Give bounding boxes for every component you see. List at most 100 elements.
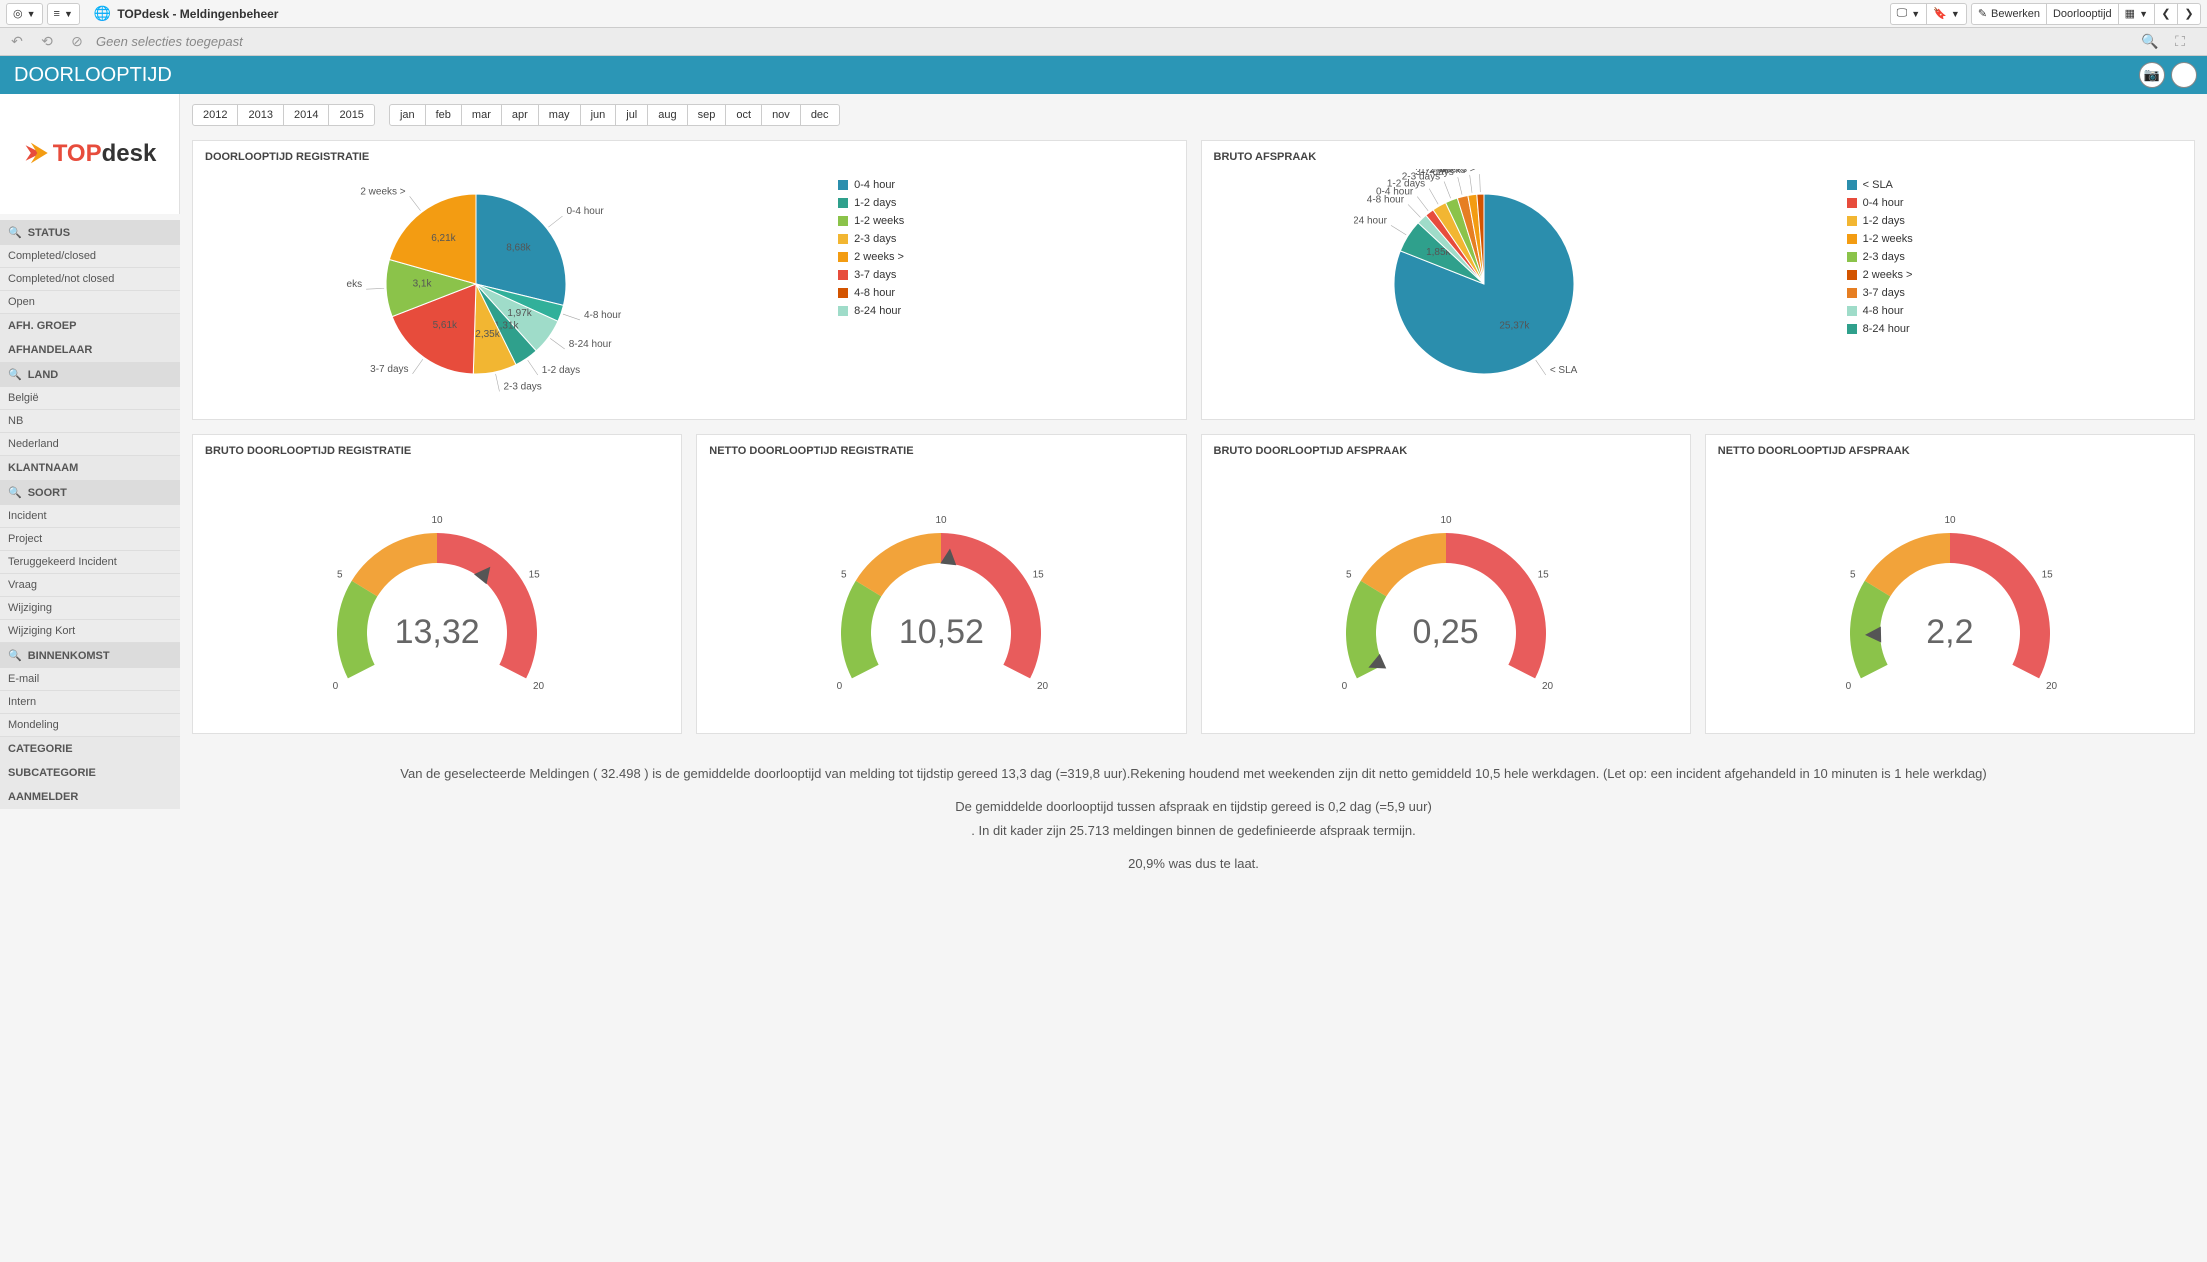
filter-header-afh_groep[interactable]: AFH. GROEP <box>0 314 180 338</box>
svg-text:1-2 days: 1-2 days <box>541 365 579 376</box>
filter-label: SUBCATEGORIE <box>8 767 96 779</box>
month-feb[interactable]: feb <box>425 104 462 126</box>
filter-header-afhandelaar[interactable]: AFHANDELAAR <box>0 338 180 362</box>
month-oct[interactable]: oct <box>725 104 762 126</box>
year-2012[interactable]: 2012 <box>192 104 238 126</box>
svg-text:8-24 hour: 8-24 hour <box>568 339 611 350</box>
year-2015[interactable]: 2015 <box>328 104 374 126</box>
legend-swatch <box>838 234 848 244</box>
nav-menu-button[interactable]: ◎▼ <box>6 3 43 25</box>
legend-item[interactable]: 1-2 weeks <box>838 215 1173 227</box>
legend-item[interactable]: 4-8 hour <box>838 287 1173 299</box>
filter-header-land[interactable]: 🔍LAND <box>0 362 180 387</box>
filter-item[interactable]: E-mail <box>0 668 180 691</box>
legend-item[interactable]: 2 weeks > <box>1847 269 2182 281</box>
svg-text:0: 0 <box>1341 681 1347 692</box>
filter-header-status[interactable]: 🔍STATUS <box>0 220 180 245</box>
legend-item[interactable]: 2 weeks > <box>838 251 1173 263</box>
selections-tool-icon[interactable]: ⛶ <box>2169 31 2191 53</box>
next-sheet-button[interactable]: ❯ <box>2177 3 2201 25</box>
filter-header-binnenkomst[interactable]: 🔍BINNENKOMST <box>0 643 180 668</box>
logo-icon <box>23 140 49 169</box>
filter-item[interactable]: Wijziging Kort <box>0 620 180 643</box>
month-jun[interactable]: jun <box>580 104 617 126</box>
filter-header-subcategorie[interactable]: SUBCATEGORIE <box>0 761 180 785</box>
month-nov[interactable]: nov <box>761 104 801 126</box>
year-buttons: 2012201320142015 <box>192 104 375 126</box>
month-jul[interactable]: jul <box>615 104 648 126</box>
legend-item[interactable]: 8-24 hour <box>838 305 1173 317</box>
svg-text:10: 10 <box>936 515 948 526</box>
present-button[interactable]: 🖵▼ <box>1890 3 1928 25</box>
legend-item[interactable]: 8-24 hour <box>1847 323 2182 335</box>
prev-sheet-button[interactable]: ❮ <box>2154 3 2178 25</box>
legend-label: 2-3 days <box>1863 251 1905 263</box>
year-2014[interactable]: 2014 <box>283 104 329 126</box>
legend-item[interactable]: 2-3 days <box>838 233 1173 245</box>
legend-item[interactable]: 3-7 days <box>838 269 1173 281</box>
redo-selection-icon[interactable]: ⟲ <box>36 31 58 53</box>
month-apr[interactable]: apr <box>501 104 539 126</box>
list-menu-button[interactable]: ≡▼ <box>47 3 80 25</box>
app-title-text: TOPdesk - Meldingenbeheer <box>117 7 278 21</box>
legend-swatch <box>1847 234 1857 244</box>
legend-label: 1-2 days <box>854 197 896 209</box>
legend-item[interactable]: 0-4 hour <box>1847 197 2182 209</box>
edit-button[interactable]: ✎Bewerken <box>1971 3 2047 25</box>
filter-header-klantnaam[interactable]: KLANTNAAM <box>0 456 180 480</box>
filter-header-categorie[interactable]: CATEGORIE <box>0 737 180 761</box>
filter-item[interactable]: België <box>0 387 180 410</box>
month-dec[interactable]: dec <box>800 104 840 126</box>
svg-text:5: 5 <box>1346 569 1352 580</box>
snapshot-button[interactable]: 📷 <box>2139 62 2165 88</box>
legend-item[interactable]: < SLA <box>1847 179 2182 191</box>
filter-item[interactable]: Vraag <box>0 574 180 597</box>
filter-item[interactable]: Incident <box>0 505 180 528</box>
legend-label: 3-7 days <box>1863 287 1905 299</box>
gauge-value: 0,25 <box>1413 613 1479 652</box>
month-mar[interactable]: mar <box>461 104 502 126</box>
fullscreen-button[interactable]: ⤢ <box>2171 62 2197 88</box>
legend-item[interactable]: 0-4 hour <box>838 179 1173 191</box>
filter-item[interactable]: Completed/not closed <box>0 268 180 291</box>
legend-item[interactable]: 4-8 hour <box>1847 305 2182 317</box>
legend-item[interactable]: 1-2 days <box>838 197 1173 209</box>
bookmark-button[interactable]: 🔖▼ <box>1926 3 1967 25</box>
month-aug[interactable]: aug <box>647 104 687 126</box>
filter-item[interactable]: NB <box>0 410 180 433</box>
filter-header-soort[interactable]: 🔍SOORT <box>0 480 180 505</box>
legend-swatch <box>1847 216 1857 226</box>
filter-item[interactable]: Mondeling <box>0 714 180 737</box>
filter-item[interactable]: Open <box>0 291 180 314</box>
svg-text:< SLA: < SLA <box>1550 365 1578 376</box>
filter-item[interactable]: Teruggekeerd Incident <box>0 551 180 574</box>
filter-item[interactable]: Completed/closed <box>0 245 180 268</box>
filter-item[interactable]: Nederland <box>0 433 180 456</box>
legend-item[interactable]: 1-2 days <box>1847 215 2182 227</box>
pie-chart: 0-4 hour8,68k4-8 hour8-24 hour1,97k1-2 d… <box>346 169 686 399</box>
search-icon[interactable]: 🔍 <box>2139 31 2161 53</box>
sheet-picker-button[interactable]: ▦▼ <box>2118 3 2155 25</box>
undo-selection-icon[interactable]: ↶ <box>6 31 28 53</box>
year-2013[interactable]: 2013 <box>237 104 283 126</box>
legend-label: 1-2 weeks <box>854 215 904 227</box>
month-sep[interactable]: sep <box>687 104 727 126</box>
svg-text:10: 10 <box>432 515 444 526</box>
clear-selection-icon[interactable]: ⊘ <box>66 31 88 53</box>
legend-item[interactable]: 2-3 days <box>1847 251 2182 263</box>
filter-item[interactable]: Wijziging <box>0 597 180 620</box>
page-banner: DOORLOOPTIJD 📷 ⤢ <box>0 56 2207 94</box>
svg-text:2 weeks >: 2 weeks > <box>360 186 405 197</box>
selection-placeholder: Geen selecties toegepast <box>96 34 243 49</box>
filter-item[interactable]: Intern <box>0 691 180 714</box>
month-may[interactable]: may <box>538 104 581 126</box>
legend-item[interactable]: 1-2 weeks <box>1847 233 2182 245</box>
svg-text:15: 15 <box>1537 569 1549 580</box>
sheet-name-button[interactable]: Doorlooptijd <box>2046 3 2119 25</box>
legend-item[interactable]: 3-7 days <box>1847 287 2182 299</box>
filter-label: BINNENKOMST <box>28 650 110 662</box>
filter-header-aanmelder[interactable]: AANMELDER <box>0 785 180 809</box>
svg-text:1,97k: 1,97k <box>507 308 532 319</box>
filter-item[interactable]: Project <box>0 528 180 551</box>
month-jan[interactable]: jan <box>389 104 426 126</box>
